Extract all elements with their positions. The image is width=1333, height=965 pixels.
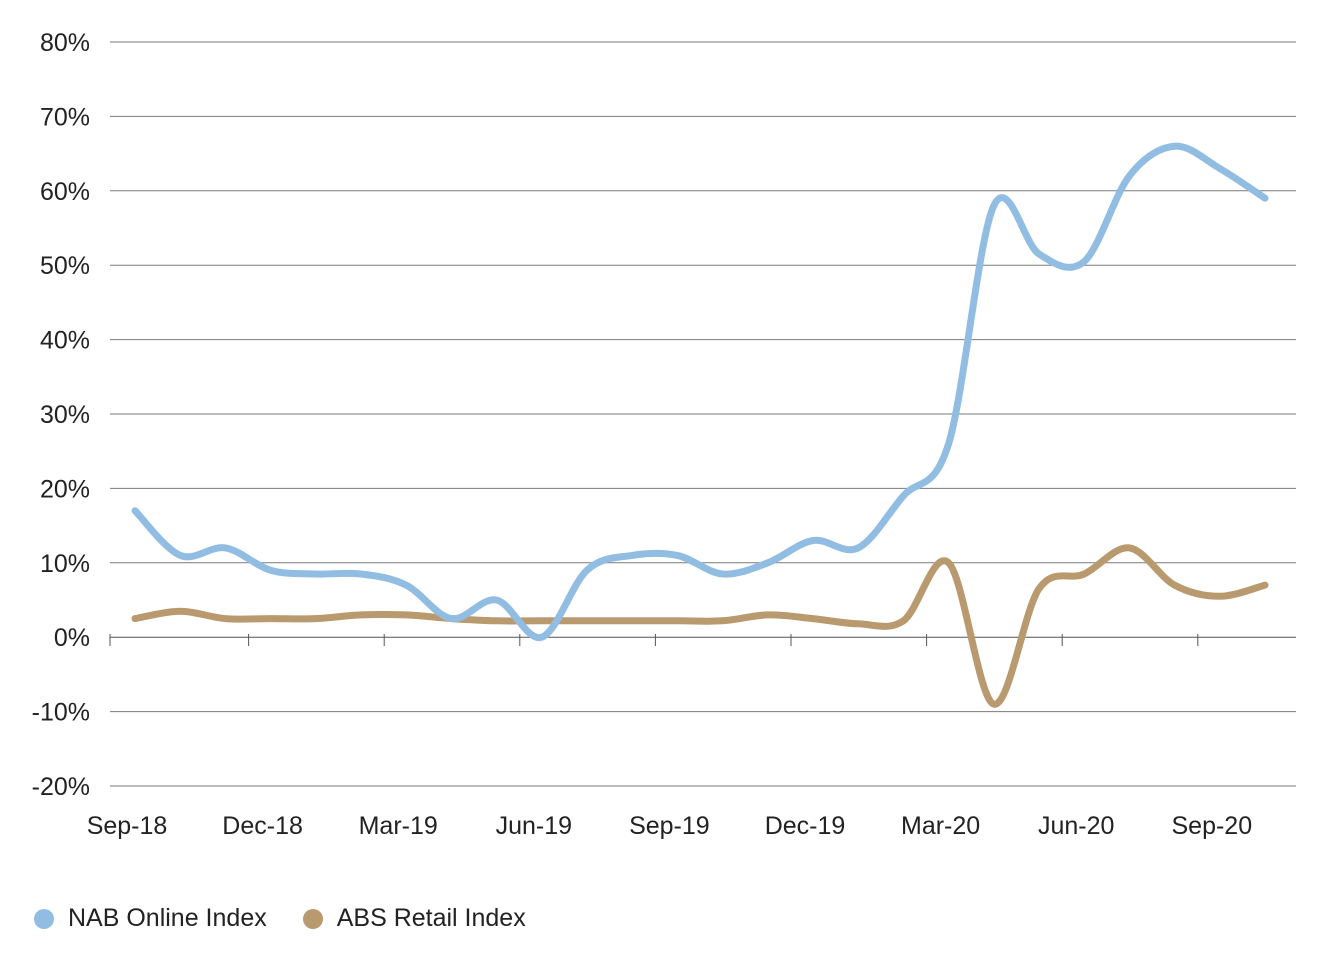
series-line-nab-online-index — [131, 142, 1269, 641]
line-chart: 80% 70% 60% 50% 40% 30% 20% 10% 0% -10% -20% Sep-1… — [32, 29, 1296, 840]
y-tick-label: -10% — [32, 699, 90, 727]
y-tick-label: 80% — [40, 29, 90, 57]
legend-item-abs-retail-index: ABS Retail Index — [302, 904, 526, 933]
legend-item-nab-online-index: NAB Online Index — [34, 904, 267, 933]
legend-marker-abs-retail-index — [302, 908, 323, 929]
y-axis: 80% 70% 60% 50% 40% 30% 20% 10% 0% -10% -20% — [32, 29, 90, 801]
y-tick-label: 40% — [40, 327, 90, 355]
legend-marker-nab-online-index — [34, 908, 54, 929]
x-tick-label: Mar-20 — [901, 812, 980, 840]
y-tick-label: 10% — [40, 550, 90, 578]
x-tick-label: Sep-19 — [629, 812, 710, 840]
y-tick-label: 0% — [54, 624, 90, 652]
x-tick-label: Mar-19 — [359, 812, 438, 840]
x-tick-label: Dec-18 — [222, 812, 303, 840]
legend-label-nab-online-index: NAB Online Index — [68, 904, 267, 932]
y-tick-label: 70% — [40, 103, 90, 131]
x-axis: Sep-18 Dec-18 Mar-19 Jun-19 Sep-19 Dec-19 Mar-… — [87, 634, 1252, 840]
legend: NAB Online Index ABS Retail Index — [34, 904, 526, 933]
gridlines — [110, 41, 1296, 787]
legend-label-abs-retail-index: ABS Retail Index — [336, 904, 526, 932]
series-line-abs-retail-index — [131, 544, 1269, 708]
x-tick-label: Sep-20 — [1171, 812, 1252, 840]
x-tick-label: Sep-18 — [87, 812, 168, 840]
y-tick-label: 50% — [40, 252, 90, 280]
x-tick-label: Dec-19 — [765, 812, 846, 840]
x-tick-label: Jun-20 — [1038, 812, 1114, 840]
y-tick-label: 20% — [40, 475, 90, 503]
x-tick-label: Jun-19 — [496, 812, 572, 840]
series-lines — [131, 142, 1269, 708]
y-tick-label: 30% — [40, 401, 90, 429]
y-tick-label: -20% — [32, 773, 90, 801]
y-tick-label: 60% — [40, 178, 90, 206]
